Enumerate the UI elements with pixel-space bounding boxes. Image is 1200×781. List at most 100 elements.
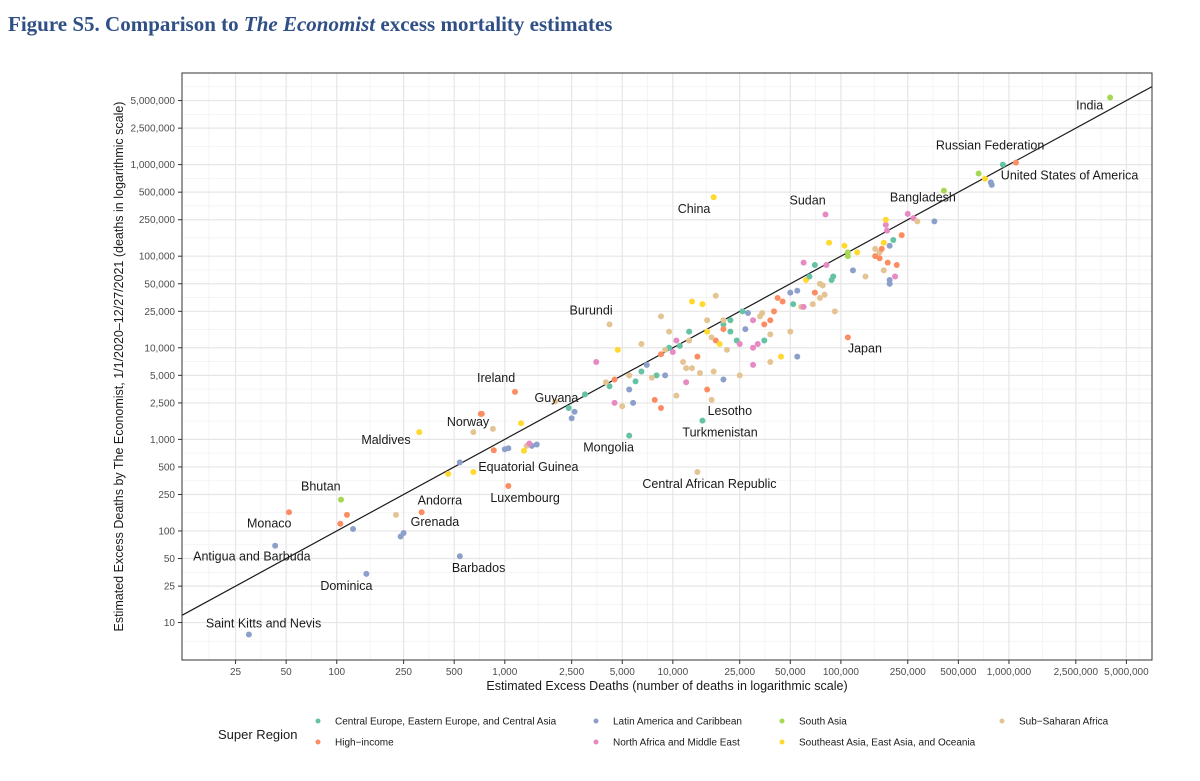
data-point [657,351,664,358]
data-point [750,361,757,368]
data-point-labeled [626,432,633,439]
data-points [245,94,1114,638]
data-point [823,262,830,269]
data-point [638,368,645,375]
legend-label: Sub−Saharan Africa [1019,717,1109,728]
data-point [337,520,344,527]
data-point-labeled [505,482,512,489]
data-point [699,301,706,308]
data-point [750,344,757,351]
y-tick-label: 2,500,000 [131,124,176,135]
data-point [602,379,609,386]
data-point [854,249,861,256]
y-axis-title: Estimated Excess Deaths by The Economist… [112,102,126,632]
x-tick-label: 1,000 [492,667,517,678]
data-point [651,396,658,403]
data-point [774,294,781,301]
data-point [696,370,703,377]
x-tick-label: 250,000 [890,667,927,678]
data-point [767,358,774,365]
data-point [750,317,757,324]
data-point-labeled [710,194,717,201]
data-point [892,273,899,280]
y-tick-label: 250 [158,490,175,501]
data-point [520,447,527,454]
data-point [680,358,687,365]
point-label: Andorra [418,493,463,507]
data-point [806,273,813,280]
data-point [880,239,887,246]
data-point [704,317,711,324]
data-point [720,326,727,333]
data-point [606,383,613,390]
point-label: Maldives [361,433,410,447]
data-point [744,309,751,316]
data-point [632,378,639,385]
data-point [882,216,889,223]
x-tick-label: 50,000 [775,667,806,678]
point-label: Luxembourg [490,491,560,505]
data-point [816,294,823,301]
point-label: Sudan [790,194,826,208]
legend-swatch [779,739,785,745]
y-tick-label: 50,000 [144,279,175,290]
y-tick-label: 10 [164,618,176,629]
legend-label: North Africa and Middle East [613,738,740,749]
x-tick-label: 100,000 [823,667,860,678]
point-labels: India Russian Federation United States of … [193,99,1138,631]
data-point [787,289,794,296]
data-point [883,227,890,234]
legend: Super Region Central Europe, Eastern Eur… [218,717,1109,749]
data-point-labeled [272,542,279,549]
x-tick-label: 500,000 [940,667,977,678]
y-tick-label: 500,000 [139,188,176,199]
legend-label: South Asia [799,717,847,728]
point-label: Saint Kitts and Nevis [206,617,321,631]
data-point [831,308,838,315]
data-point [445,470,452,477]
figure-title: Figure S5. Comparison to The Economist e… [8,12,612,37]
y-tick-label: 100 [158,526,175,537]
point-label: Grenada [411,515,460,529]
data-point [999,161,1006,168]
data-point-labeled [699,417,706,424]
legend-title: Super Region [218,727,298,742]
data-point [893,262,900,269]
point-label: Ireland [477,371,515,385]
point-label: Norway [447,415,490,429]
data-point [552,398,559,405]
data-point [666,328,673,335]
figure-title-italic: The Economist [243,12,376,36]
y-tick-label: 2,500 [150,398,175,409]
data-point [662,346,669,353]
point-label: India [1076,99,1103,113]
data-point [898,232,905,239]
legend-swatch [315,718,321,724]
data-point-labeled [1012,159,1019,166]
y-tick-label: 5,000 [150,371,175,382]
data-point [686,337,693,344]
data-point-labeled [844,334,851,341]
point-label: Bangladesh [890,191,956,205]
x-tick-label: 2,500 [559,667,584,678]
plot-panel [182,73,1152,660]
grid-lines [182,73,1152,660]
point-label: Equatorial Guinea [478,460,578,474]
point-label: Monaco [247,516,292,530]
data-point [800,303,807,310]
x-tick-label: 25 [230,667,242,678]
x-tick-label: 100 [328,667,345,678]
x-tick-label: 10,000 [658,667,689,678]
data-point-labeled [511,388,518,395]
data-point [619,403,626,410]
point-label: Central African Republic [642,477,776,491]
data-point [657,313,664,320]
data-point [720,321,727,328]
data-point [489,425,496,432]
data-point [720,317,727,324]
y-tick-label: 100,000 [139,252,176,263]
data-point [688,298,695,305]
y-tick-label: 50 [164,554,176,565]
point-label: Lesotho [708,404,753,418]
data-point [456,459,463,466]
